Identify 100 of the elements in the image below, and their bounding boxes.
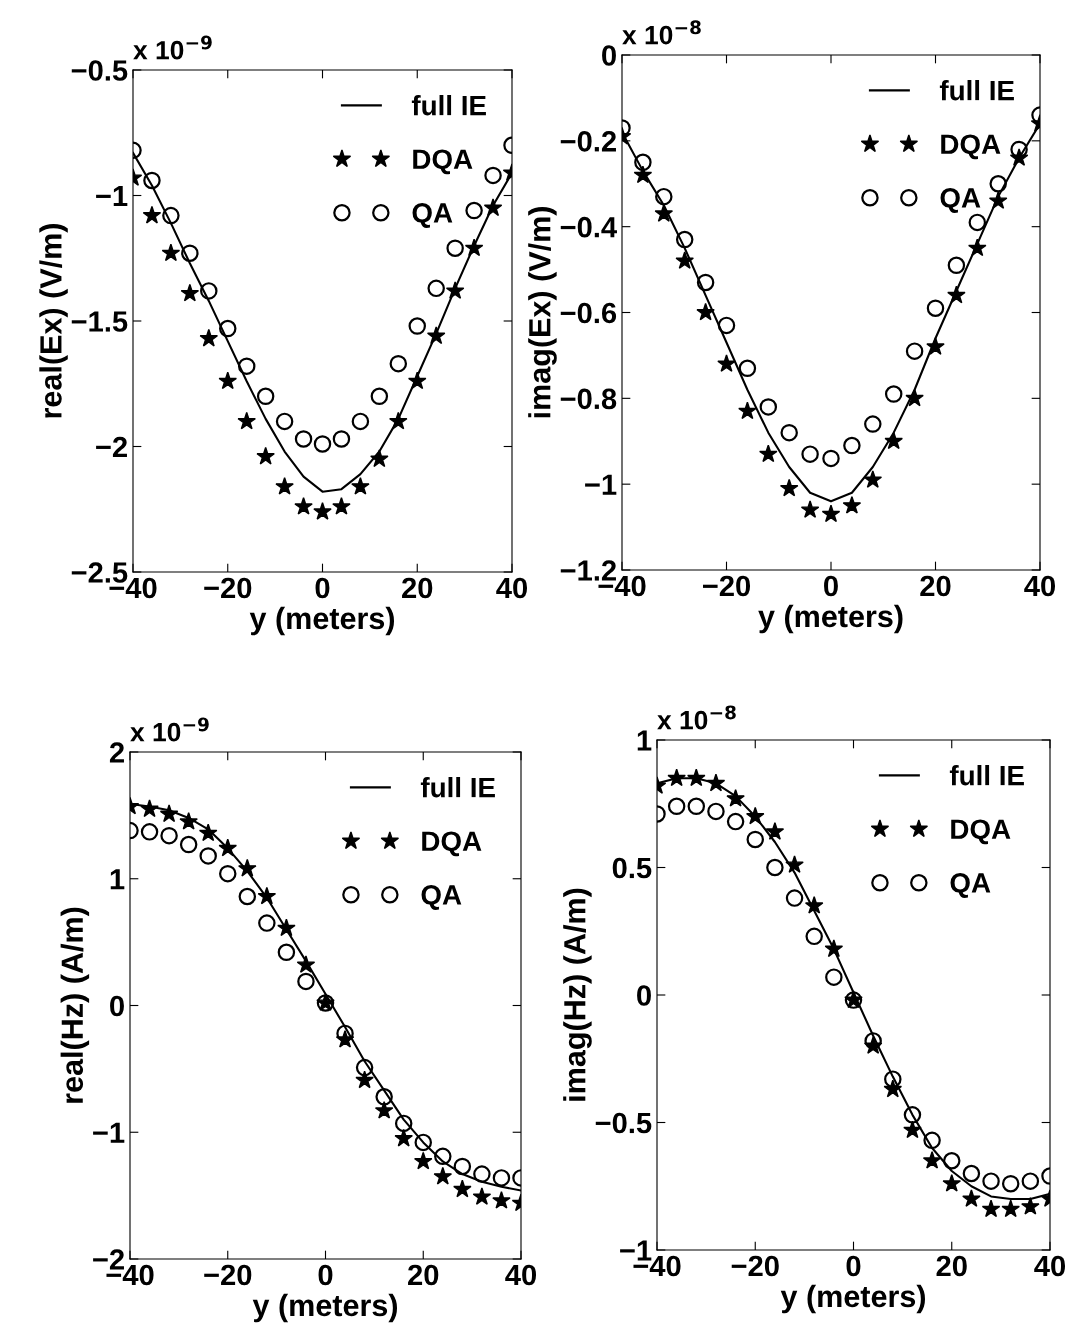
point	[413, 1151, 433, 1170]
legend-label: DQA	[413, 149, 473, 175]
point	[258, 914, 276, 932]
point	[696, 302, 715, 321]
point	[408, 317, 426, 335]
point	[237, 411, 256, 430]
point	[179, 835, 198, 854]
point	[179, 811, 198, 830]
point	[766, 858, 784, 877]
point	[275, 412, 294, 431]
point	[667, 768, 686, 787]
point	[237, 357, 256, 375]
point	[374, 1100, 394, 1119]
point	[375, 1088, 393, 1106]
point	[313, 502, 332, 520]
legend-label: QA	[421, 885, 462, 910]
x-axis-title: y (meters)	[249, 606, 395, 636]
x-tick-label: 20	[920, 575, 951, 597]
point	[256, 387, 275, 406]
point	[800, 500, 820, 518]
point	[200, 282, 218, 300]
point	[473, 1165, 491, 1183]
point	[884, 431, 903, 450]
text: x 10$^{−8}$	[622, 20, 701, 45]
point	[947, 256, 966, 275]
point	[355, 1070, 374, 1089]
point	[218, 838, 238, 857]
point	[294, 497, 313, 515]
point	[824, 939, 844, 958]
point	[634, 153, 652, 172]
y-tick-label: 0	[602, 45, 616, 66]
point	[180, 283, 200, 302]
point	[332, 430, 351, 448]
y-axis-title: real(Ex) (V/m)	[39, 224, 68, 418]
x-tick-label: 0	[315, 577, 330, 599]
point	[926, 299, 945, 317]
y-tick-label: −1	[585, 474, 617, 495]
point	[453, 1179, 472, 1198]
point	[863, 470, 883, 488]
point	[687, 797, 706, 816]
point	[277, 918, 296, 937]
y-tick-label: 0	[110, 995, 124, 1017]
point	[785, 855, 804, 873]
y-axis-title: imag(Ex) (V/m)	[528, 207, 557, 418]
point	[842, 495, 862, 514]
legend-label: DQA	[951, 819, 1011, 845]
x-tick-label: 40	[1034, 1255, 1066, 1277]
point	[238, 858, 257, 877]
point	[903, 1106, 922, 1124]
legend-label: full IE	[411, 95, 486, 116]
point	[181, 244, 199, 262]
y-tick-label: −1	[96, 186, 128, 207]
point	[445, 281, 465, 299]
point	[296, 955, 316, 973]
y-tick-label: 0	[637, 985, 651, 1006]
y-axis-title: imag(Hz) (A/m)	[563, 888, 592, 1101]
text: x 10$^{−9}$	[130, 717, 209, 742]
point	[726, 812, 745, 831]
point	[822, 449, 840, 468]
point	[942, 1173, 962, 1192]
y-tick-label: 0.5	[612, 857, 652, 879]
point	[407, 371, 427, 390]
point	[370, 387, 389, 406]
point	[1021, 1172, 1040, 1190]
point	[654, 204, 674, 222]
point	[427, 279, 445, 298]
x-tick-label: 0	[824, 575, 838, 597]
point	[238, 887, 257, 906]
x-axis-title: y (meters)	[758, 604, 903, 634]
point	[947, 285, 966, 304]
x-axis-title: y (meters)	[780, 1284, 926, 1314]
point	[981, 1199, 1001, 1218]
y-tick-label: 2	[109, 742, 124, 763]
x-tick-label: 20	[936, 1255, 967, 1277]
point	[717, 316, 736, 335]
point	[394, 1128, 413, 1147]
point	[389, 354, 408, 373]
point	[277, 943, 296, 962]
point	[687, 768, 706, 787]
point	[256, 446, 275, 465]
point	[738, 401, 757, 420]
point	[905, 342, 924, 360]
x-tick-label: 40	[496, 577, 528, 599]
point	[903, 1120, 922, 1139]
point	[738, 359, 757, 378]
point	[801, 445, 819, 463]
y-tick-label: −0.8	[560, 388, 617, 410]
point	[745, 806, 765, 825]
y-tick-label: −0.5	[71, 60, 128, 81]
point	[159, 804, 179, 823]
x-tick-label: −20	[731, 1255, 779, 1277]
point	[785, 889, 804, 907]
point	[675, 230, 694, 249]
point	[446, 239, 464, 257]
legend-label: QA	[940, 188, 981, 213]
point	[968, 213, 987, 232]
y-tick-label: −0.2	[560, 131, 616, 152]
point	[804, 896, 824, 914]
x-tick-label: 40	[1024, 575, 1056, 597]
point	[294, 430, 313, 448]
